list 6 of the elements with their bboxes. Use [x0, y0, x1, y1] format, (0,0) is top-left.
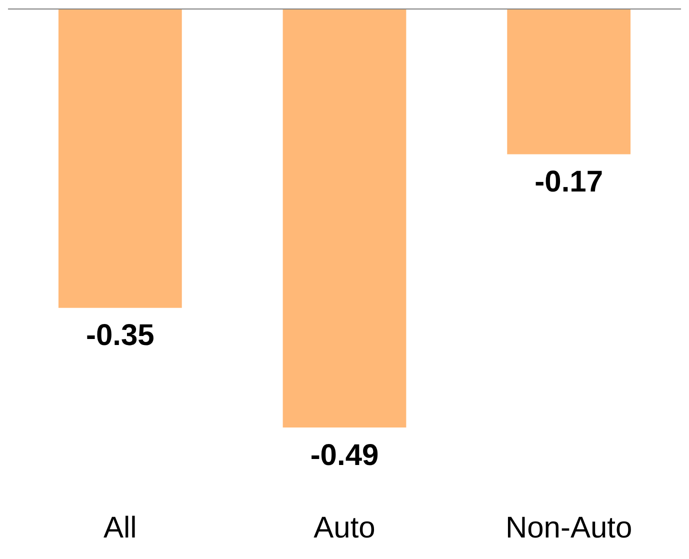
data-label: -0.35	[86, 319, 154, 352]
x-tick-label: Non-Auto	[505, 511, 632, 544]
data-label: -0.17	[534, 165, 604, 198]
x-tick-label: All	[103, 511, 137, 544]
data-label: -0.49	[310, 438, 379, 472]
x-tick-label: Auto	[314, 511, 376, 544]
